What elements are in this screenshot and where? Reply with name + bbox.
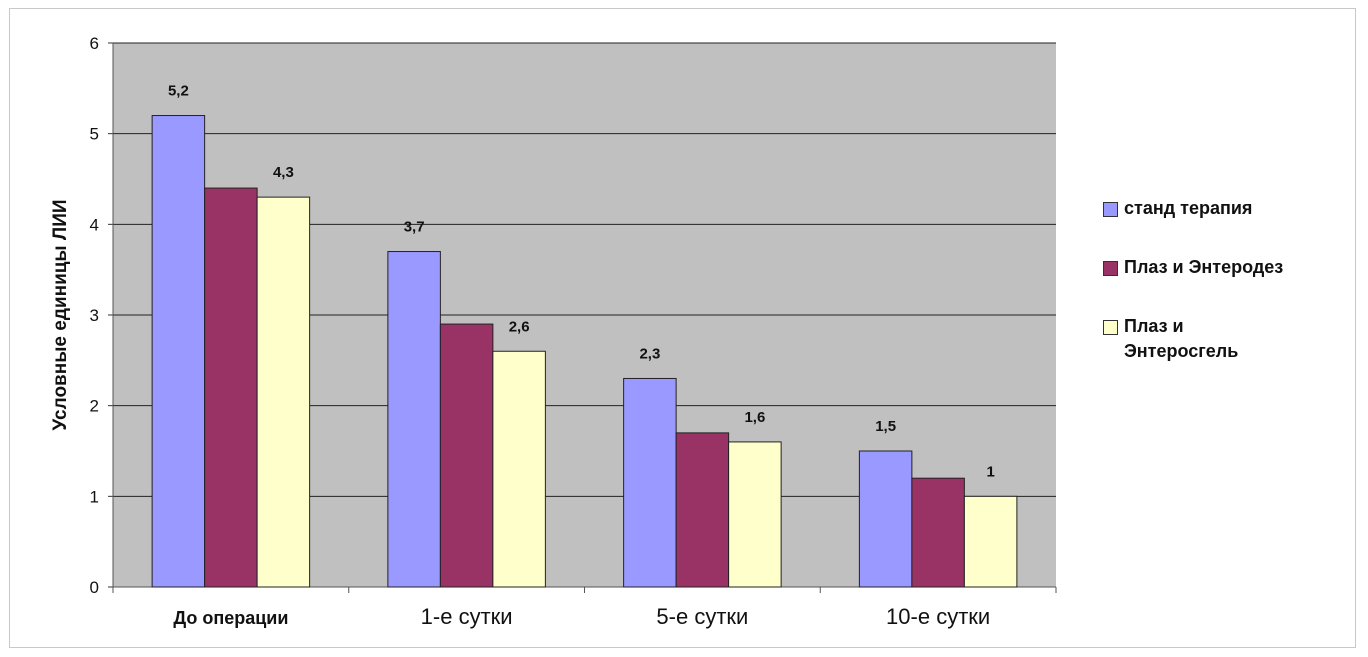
legend-item: станд терапия bbox=[1103, 196, 1343, 221]
bar-1 bbox=[858, 450, 913, 588]
bar-3 bbox=[963, 495, 1018, 588]
data-label: 1,5 bbox=[875, 418, 896, 435]
y-axis-label: Условные единицы ЛИИ bbox=[50, 199, 71, 430]
bar-3 bbox=[256, 196, 311, 588]
legend-label: Плаз и Энтеросгель bbox=[1124, 316, 1239, 361]
y-tick-label: 0 bbox=[90, 578, 99, 597]
legend: станд терапия Плаз и Энтеродез Плаз и Энте… bbox=[1103, 196, 1343, 398]
legend-item: Плаз и Энтеродез bbox=[1103, 255, 1343, 280]
data-label: 1 bbox=[986, 463, 994, 480]
y-tick-label: 6 bbox=[90, 34, 99, 53]
legend-label: станд терапия bbox=[1124, 198, 1253, 218]
data-label: 2,6 bbox=[509, 318, 530, 335]
bar-2 bbox=[911, 477, 965, 588]
bar-3 bbox=[728, 441, 782, 588]
y-tick-label: 5 bbox=[90, 125, 99, 144]
legend-label: Плаз и Энтеродез bbox=[1124, 257, 1284, 277]
y-tick-label: 4 bbox=[90, 215, 99, 234]
legend-swatch bbox=[1103, 261, 1118, 276]
bar-2 bbox=[204, 187, 258, 588]
bar-1 bbox=[151, 115, 206, 588]
x-tick-label: 5-е сутки bbox=[656, 604, 748, 629]
x-tick-label: 1-е сутки bbox=[421, 604, 513, 629]
x-tick-label: 10-е сутки bbox=[886, 604, 990, 629]
data-label: 3,7 bbox=[404, 219, 425, 236]
bar-1 bbox=[387, 251, 441, 588]
data-label: 4,3 bbox=[273, 164, 294, 181]
chart-frame bbox=[9, 8, 1356, 648]
bar-2 bbox=[675, 432, 730, 588]
data-label: 5,2 bbox=[168, 83, 189, 100]
x-tick-label: До операции bbox=[173, 608, 288, 628]
data-label: 2,3 bbox=[639, 345, 660, 362]
legend-swatch bbox=[1103, 320, 1118, 335]
data-label: 1,6 bbox=[744, 409, 765, 426]
bar-2 bbox=[439, 323, 494, 588]
legend-swatch bbox=[1103, 202, 1118, 217]
bar-1 bbox=[623, 377, 677, 588]
bar-3 bbox=[492, 350, 546, 588]
legend-item: Плаз и Энтеросгель bbox=[1103, 314, 1343, 364]
y-tick-label: 3 bbox=[90, 306, 99, 325]
y-tick-label: 2 bbox=[90, 397, 99, 416]
y-tick-label: 1 bbox=[90, 487, 99, 506]
